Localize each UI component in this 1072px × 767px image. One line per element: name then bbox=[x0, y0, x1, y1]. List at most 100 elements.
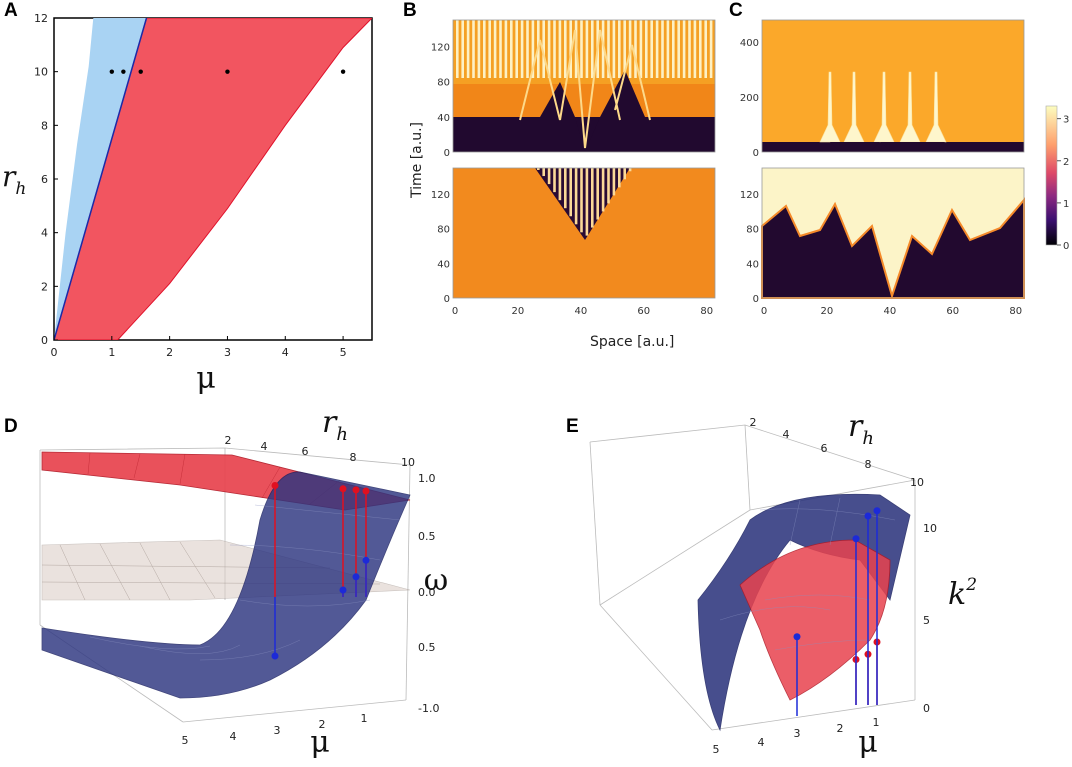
panel-b-ticks: 0 20 40 60 80 0 40 80 120 0 40 80 120 bbox=[431, 42, 713, 317]
panel-d-z-label: ω bbox=[424, 563, 448, 598]
stripe bbox=[699, 20, 702, 78]
panel-d-markers bbox=[271, 482, 370, 660]
stripe bbox=[693, 20, 697, 78]
blue-marker bbox=[864, 512, 872, 520]
stripe bbox=[466, 20, 470, 78]
x-tick-label: 0 bbox=[761, 306, 767, 317]
k2-tick-label: 5 bbox=[923, 614, 930, 627]
stripe bbox=[585, 168, 589, 236]
panel-c-bottom-heatmap bbox=[761, 167, 1025, 300]
panel-c-top-fingers bbox=[819, 71, 947, 152]
panel-letter-b: B bbox=[403, 0, 417, 21]
x-tick-label: 20 bbox=[821, 306, 834, 317]
y-tick-label: 120 bbox=[431, 190, 450, 201]
stripe bbox=[618, 20, 621, 78]
red-marker bbox=[352, 486, 360, 494]
sample-points bbox=[109, 69, 346, 74]
panel-d-ticks: 5 4 3 2 1 2 4 6 8 101.0 0.5 0.0 0.5 -1.0 bbox=[182, 434, 440, 747]
k2-tick-label: 0 bbox=[923, 702, 930, 715]
panel-a-x-ticks: 0 1 2 3 4 5 bbox=[51, 336, 347, 359]
stripe bbox=[488, 20, 491, 78]
sample-point bbox=[138, 69, 143, 74]
y-tick-label: 0 bbox=[444, 148, 450, 159]
stripe bbox=[483, 20, 486, 78]
panel-c-ticks: 0 20 40 60 80 0 200 400 0 40 80 120 bbox=[740, 38, 1022, 317]
stripe bbox=[639, 20, 643, 78]
blue-surface bbox=[41, 471, 411, 699]
x-tick-label: 40 bbox=[883, 306, 896, 317]
panel-b-top-wave-fronts bbox=[453, 29, 715, 152]
sample-point bbox=[109, 69, 115, 74]
stripe bbox=[607, 20, 610, 78]
mu-tick-label: 5 bbox=[713, 743, 720, 756]
y-tick-label: 8 bbox=[41, 119, 48, 132]
stripe bbox=[461, 20, 464, 78]
mu-tick-label: 4 bbox=[230, 730, 237, 743]
finger bbox=[925, 71, 947, 143]
x-tick-label: 60 bbox=[637, 306, 650, 317]
y-tick-label: 2 bbox=[41, 280, 48, 293]
y-tick-label: 40 bbox=[746, 259, 759, 270]
sample-point bbox=[340, 69, 346, 74]
panel-b-bottom-heatmap bbox=[452, 167, 716, 299]
panel-b-top-heatmap bbox=[452, 19, 716, 153]
stripe bbox=[596, 168, 599, 220]
panel-a-y-ticks: 0 2 4 6 8 10 12 bbox=[34, 12, 58, 347]
y-tick-label: 80 bbox=[437, 78, 450, 89]
colorbar-tick-label: 0 bbox=[1063, 241, 1069, 252]
blue-boundary-line bbox=[54, 18, 148, 340]
x-tick-label: 20 bbox=[512, 306, 525, 317]
panel-a-x-label: μ bbox=[196, 361, 216, 396]
y-tick-label: 4 bbox=[41, 227, 48, 240]
omega-tick-label: -1.0 bbox=[418, 702, 439, 715]
panel-letter-a: A bbox=[4, 0, 18, 21]
red-marker bbox=[271, 482, 279, 489]
stripe bbox=[493, 20, 497, 78]
red-marker bbox=[339, 485, 347, 493]
stripe bbox=[672, 20, 675, 78]
stripe bbox=[628, 168, 632, 172]
mu-tick-label: 3 bbox=[794, 727, 801, 740]
panel-d-omega-surface: 5 4 3 2 1 2 4 6 8 101.0 0.5 0.0 0.5 -1.0 ω μ rh bbox=[39, 405, 448, 760]
stripe bbox=[564, 168, 567, 209]
stripe bbox=[558, 168, 562, 201]
stripe bbox=[537, 168, 540, 170]
stripe bbox=[547, 168, 551, 185]
mu-tick-label: 4 bbox=[758, 736, 765, 749]
shared-x-label: Space [a.u.] bbox=[590, 334, 674, 350]
blue-surface-grid bbox=[89, 504, 401, 661]
sample-point bbox=[225, 69, 230, 74]
surface-grid bbox=[719, 497, 896, 651]
x-tick-label: 0 bbox=[452, 306, 458, 317]
panel-e-x-label: μ bbox=[858, 725, 878, 760]
panel-e-y-label: rh bbox=[848, 409, 874, 449]
stripe bbox=[456, 20, 459, 78]
rh-tick-label: 6 bbox=[821, 442, 828, 455]
stripe bbox=[709, 20, 713, 78]
stripe bbox=[569, 20, 572, 78]
rh-tick-label: 10 bbox=[401, 456, 415, 469]
stripe bbox=[655, 20, 659, 78]
stripe bbox=[580, 168, 583, 233]
blue-marker bbox=[271, 652, 279, 660]
rh-tick-label: 8 bbox=[350, 451, 357, 464]
rh-tick-label: 10 bbox=[910, 476, 924, 489]
colorbar-tick-label: 3 bbox=[1063, 115, 1069, 126]
y-tick-label: 6 bbox=[41, 173, 48, 186]
colorbar-tick-label: 2 bbox=[1063, 157, 1069, 168]
panel-a-y-label: rh bbox=[2, 160, 26, 199]
stripe bbox=[499, 20, 502, 78]
panel-letter-e: E bbox=[566, 416, 579, 437]
stripe bbox=[574, 168, 578, 225]
y-tick-label: 12 bbox=[34, 12, 48, 25]
stripe bbox=[634, 20, 637, 78]
x-tick-label: 4 bbox=[282, 346, 289, 359]
stripe bbox=[623, 168, 626, 180]
red-surface bbox=[739, 539, 891, 701]
x-tick-label: 3 bbox=[224, 346, 231, 359]
x-tick-label: 2 bbox=[166, 346, 173, 359]
mu-tick-label: 3 bbox=[274, 724, 281, 737]
stripe bbox=[601, 168, 605, 212]
stripe bbox=[650, 20, 653, 78]
rh-tick-label: 4 bbox=[261, 440, 268, 453]
